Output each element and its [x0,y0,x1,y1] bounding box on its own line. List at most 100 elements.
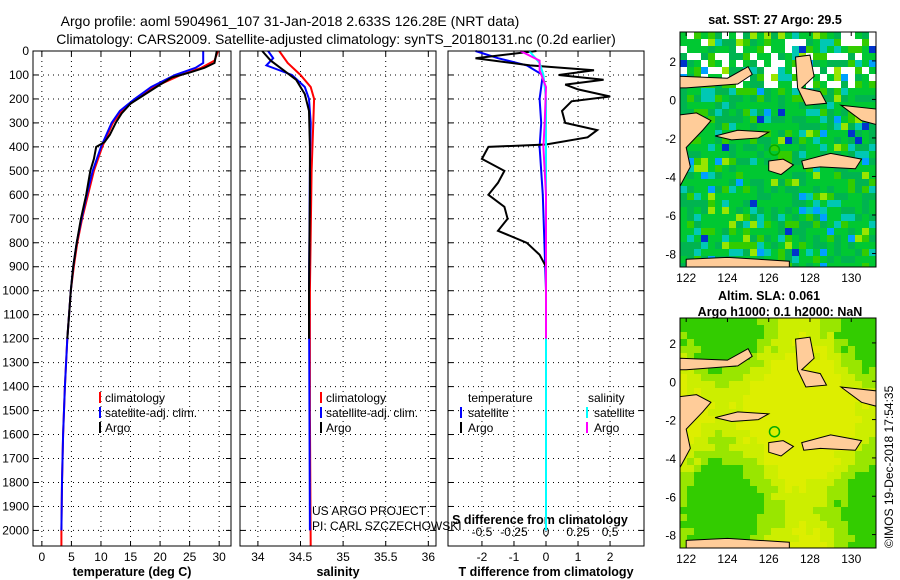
map-cell [715,95,722,102]
map-cell [862,67,869,74]
map-cell [736,88,743,95]
map-cell [820,388,827,395]
map-cell [792,451,799,458]
map-cell [722,179,729,186]
map-cell [722,374,729,381]
map-cell [764,493,771,500]
map-cell [750,116,757,123]
map-cell [834,109,841,116]
map-cell [827,214,834,221]
map-cells [680,32,876,267]
map-cell [743,423,750,430]
map-cell [806,249,813,256]
map-cell [680,207,687,214]
map-cell [834,458,841,465]
map-cell [771,228,778,235]
map-cell [771,67,778,74]
map-cell [687,353,694,360]
map-cell [764,67,771,74]
map-cell [792,109,799,116]
map-cell [848,528,855,535]
map-cell [813,542,820,548]
map-cell [729,123,736,130]
map-cell [862,332,869,339]
map-cell [778,381,785,388]
map-cell [862,325,869,332]
map-cell [715,423,722,430]
map-cell [694,423,701,430]
map-cell [806,458,813,465]
map-cell [799,144,806,151]
map-cell [757,214,764,221]
map-cell [764,39,771,46]
map-cell [820,451,827,458]
map-cell [701,465,708,472]
map-cell [680,242,687,249]
map-cell [848,151,855,158]
map-cell [792,416,799,423]
map-cell [862,46,869,53]
map-cell [834,81,841,88]
map-cell [785,409,792,416]
map-cell [687,367,694,374]
lat-tick-label: -4 [665,170,676,184]
map-cell [848,214,855,221]
map-cell [743,388,750,395]
map-cell [743,472,750,479]
depth-tick-label: 1500 [2,404,29,418]
map-cell [750,249,757,256]
map-cell [764,81,771,88]
map-cell [729,116,736,123]
map-cell [834,137,841,144]
map-cell [708,332,715,339]
map-cell [701,102,708,109]
map-cell [736,500,743,507]
map-cell [743,437,750,444]
map-cell [792,193,799,200]
x-tick-label: 20 [153,550,167,564]
map-cell [848,507,855,514]
map-cell [820,193,827,200]
map-cell [848,39,855,46]
map-cell [848,346,855,353]
map-cell [764,507,771,514]
map-cell [757,521,764,528]
map-cell [778,95,785,102]
map-cell [820,423,827,430]
map-cell [778,493,785,500]
map-cell [750,458,757,465]
map-cell [848,137,855,144]
map-cell [694,53,701,60]
map-cell [750,60,757,67]
map-cell [862,535,869,542]
map-cell [736,423,743,430]
map-cell [841,130,848,137]
profile-panels: 0 5 10 15 20 25 300100200300400500600700800900… [2,44,645,579]
map-cell [806,451,813,458]
map-cell [729,32,736,39]
map-cell [680,102,687,109]
map-cell [792,409,799,416]
map-cell [862,186,869,193]
map-cell [694,88,701,95]
map-cell [680,486,687,493]
map-cell [869,500,876,507]
map-cell [806,402,813,409]
map-cell [841,109,848,116]
map-cell [813,451,820,458]
depth-tick-label: 400 [9,140,29,154]
map-cell [757,409,764,416]
map-cell [813,528,820,535]
map-cell [848,367,855,374]
map-cell [722,109,729,116]
map-cell [820,339,827,346]
map-cell [722,228,729,235]
map-cell [785,249,792,256]
title-line-1: Argo profile: aoml 5904961_107 31-Jan-20… [61,13,520,29]
map-cell [680,46,687,53]
map-cell [827,88,834,95]
map-cell [736,242,743,249]
map-cell [771,388,778,395]
map-cell [750,158,757,165]
map-cell [813,416,820,423]
